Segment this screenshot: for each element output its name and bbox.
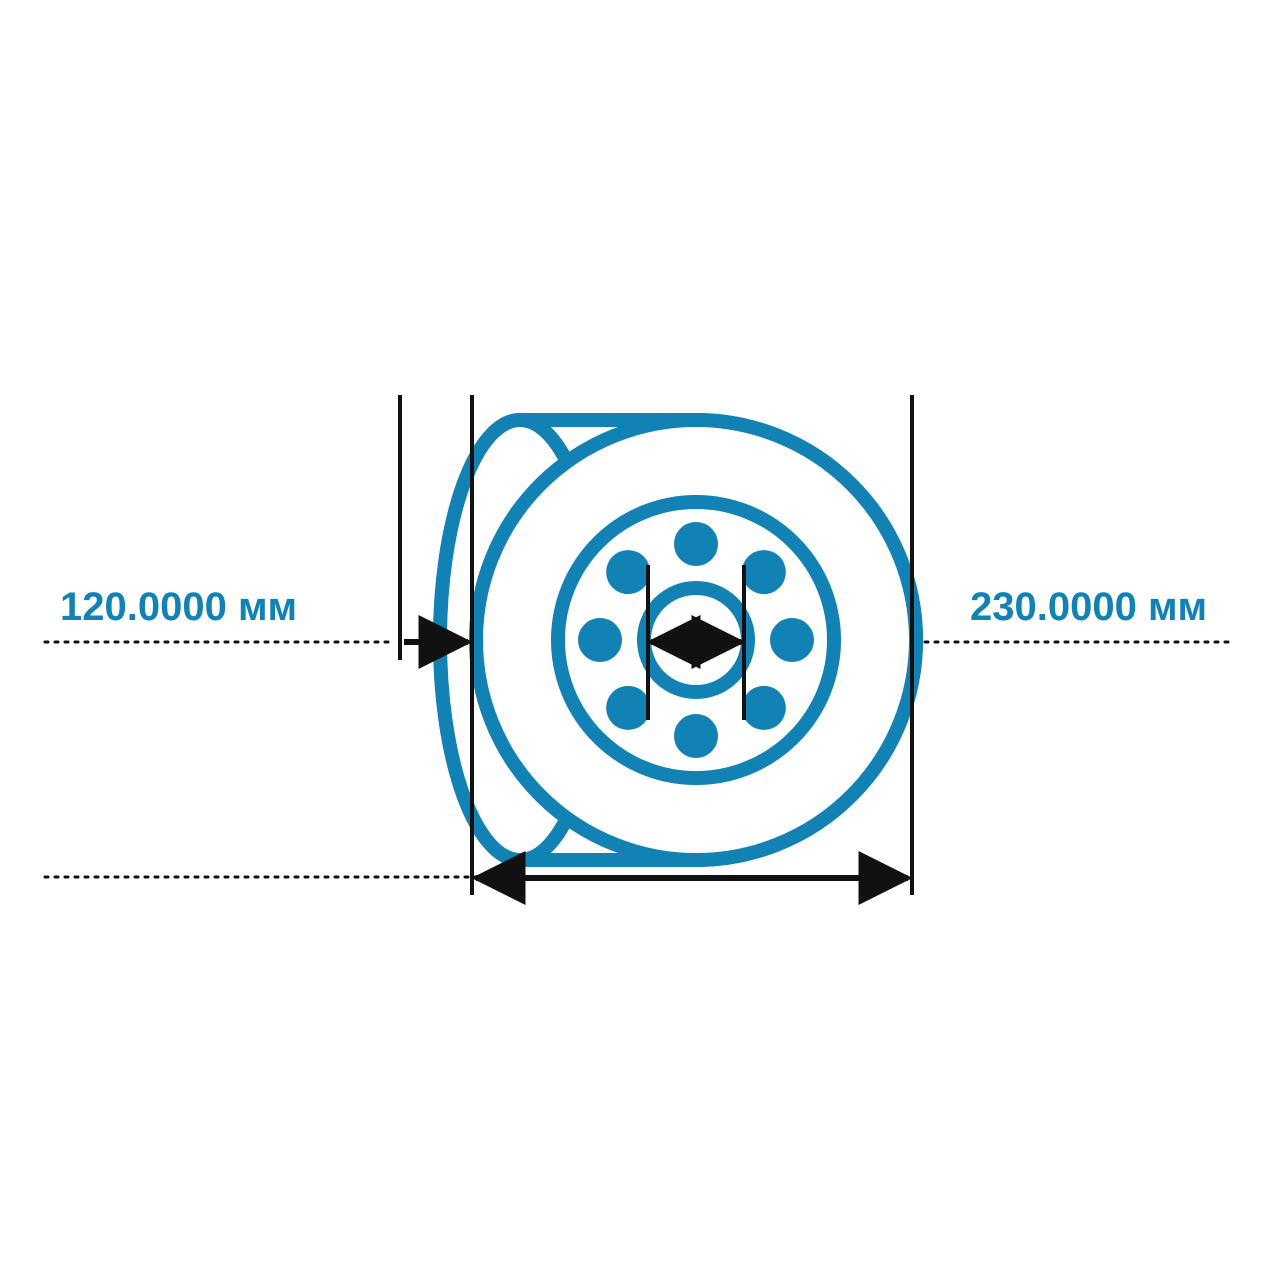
label-width-value: 120.0000 мм [60, 585, 297, 629]
bearing-dimension-diagram: 120.0000 мм 230.0000 мм [0, 0, 1280, 1280]
label-diameter-value: 230.0000 мм [970, 585, 1207, 629]
